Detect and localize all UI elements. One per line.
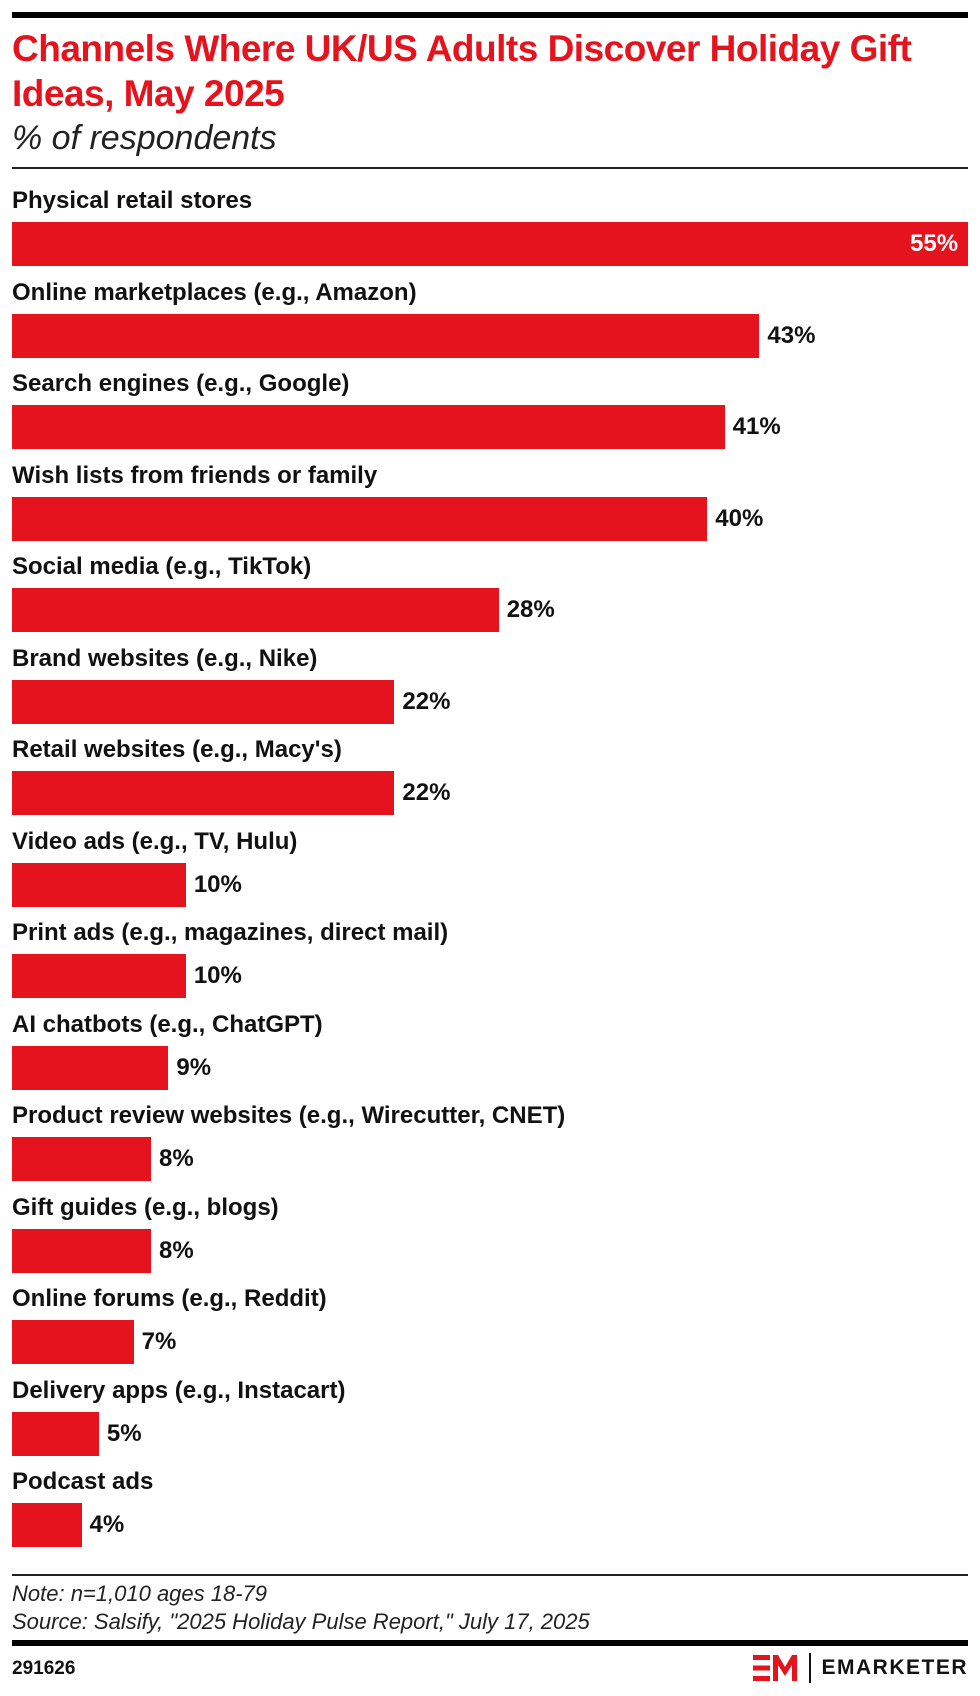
bar <box>12 222 968 266</box>
category-label: Wish lists from friends or family <box>12 461 378 489</box>
bar <box>12 679 395 724</box>
em-logo-icon <box>753 1655 799 1681</box>
value-label: 41% <box>732 413 781 440</box>
category-label: Delivery apps (e.g., Instacart) <box>12 1376 346 1404</box>
value-label: 10% <box>193 870 242 898</box>
bar <box>12 771 395 815</box>
category-label: Retail websites (e.g., Macy's) <box>12 736 342 763</box>
category-label: Physical retail stores <box>12 187 253 214</box>
value-label: 8% <box>159 1236 194 1264</box>
bar-chart: Physical retail stores 55% Online marketpl… <box>0 180 980 1570</box>
bar <box>12 405 725 449</box>
value-label: 8% <box>159 1145 194 1172</box>
category-label: Video ads (e.g., TV, Hulu) <box>12 827 298 855</box>
top-rule <box>12 12 968 18</box>
category-label: Print ads (e.g., magazines, direct mail) <box>12 919 449 946</box>
bar <box>12 1320 134 1364</box>
chart-note: Note: n=1,010 ages 18-79 <box>12 1581 268 1606</box>
category-label: AI chatbots (e.g., ChatGPT) <box>12 1010 323 1038</box>
footer-rule <box>12 1640 968 1646</box>
chart-subtitle: % of respondents <box>12 119 277 157</box>
value-label: 5% <box>106 1419 142 1447</box>
chart-title: Channels Where UK/US Adults Discover Hol… <box>12 28 912 114</box>
value-label: 55% <box>910 230 959 257</box>
chart-id: 291626 <box>12 1658 76 1679</box>
value-label: 9% <box>176 1053 212 1081</box>
bar <box>12 588 499 632</box>
category-label: Product review websites (e.g., Wirecutte… <box>12 1102 566 1129</box>
footer-divider <box>12 1574 968 1576</box>
bar <box>12 1137 152 1181</box>
bar <box>12 954 186 998</box>
emarketer-logo: EMARKETER <box>753 1650 968 1686</box>
value-label: 28% <box>506 596 555 623</box>
bar <box>12 1411 99 1456</box>
category-label: Search engines (e.g., Google) <box>12 370 350 397</box>
category-label: Social media (e.g., TikTok) <box>12 553 312 580</box>
bar <box>12 1503 82 1547</box>
bar <box>12 313 760 358</box>
category-label: Gift guides (e.g., blogs) <box>12 1193 279 1221</box>
logo-divider <box>809 1653 812 1683</box>
category-label: Podcast ads <box>12 1468 154 1495</box>
bar <box>12 1228 152 1273</box>
category-label: Online marketplaces (e.g., Amazon) <box>12 278 417 306</box>
value-label: 22% <box>402 687 451 715</box>
bar <box>12 1045 169 1090</box>
value-label: 4% <box>89 1511 125 1538</box>
value-label: 7% <box>141 1328 177 1355</box>
category-label: Brand websites (e.g., Nike) <box>12 644 318 672</box>
value-label: 40% <box>715 504 764 532</box>
brand-name: EMARKETER <box>821 1656 968 1679</box>
bar <box>12 862 186 907</box>
value-label: 22% <box>402 779 451 806</box>
title-divider <box>12 167 968 169</box>
bar <box>12 496 708 541</box>
value-label: 43% <box>767 321 816 349</box>
category-label: Online forums (e.g., Reddit) <box>12 1285 327 1312</box>
value-label: 10% <box>193 962 242 989</box>
chart-source: Source: Salsify, "2025 Holiday Pulse Rep… <box>12 1609 590 1634</box>
